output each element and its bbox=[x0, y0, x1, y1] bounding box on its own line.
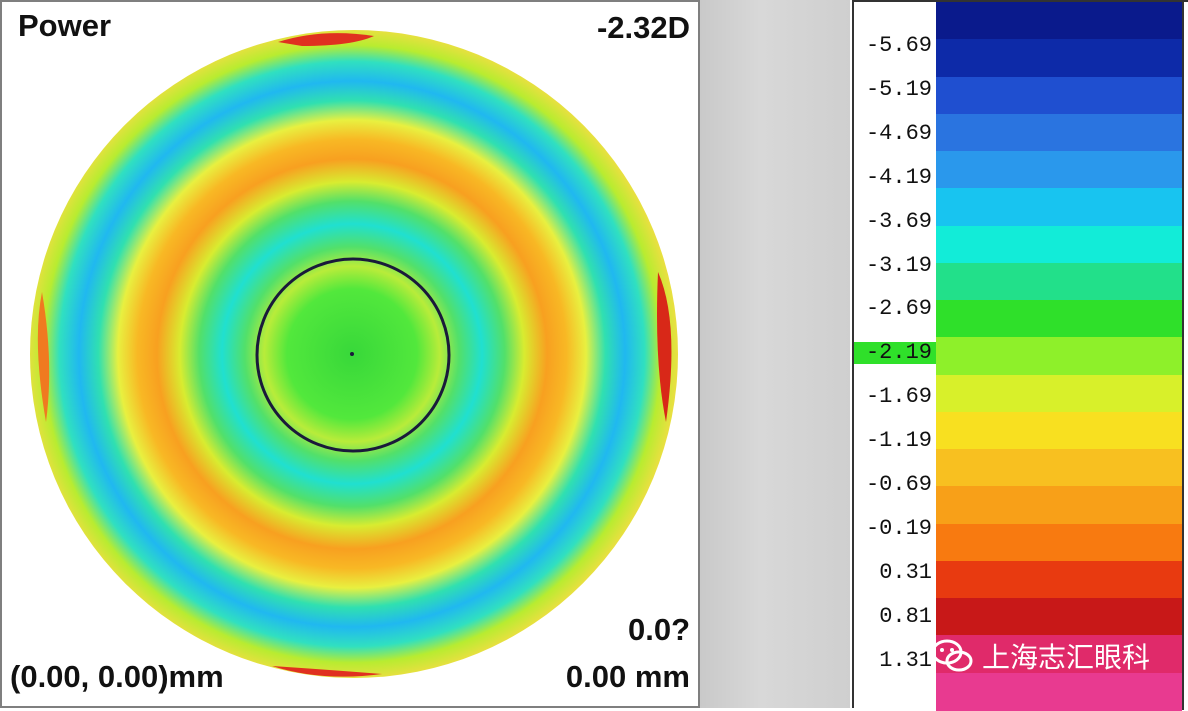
color-band bbox=[936, 523, 1182, 562]
corneal-power-map[interactable] bbox=[2, 2, 702, 710]
color-band bbox=[936, 225, 1182, 264]
color-band bbox=[936, 672, 1182, 711]
color-band bbox=[936, 337, 1182, 376]
color-band bbox=[936, 39, 1182, 78]
scale-tick: 1.31 bbox=[879, 647, 932, 673]
scale-tick: -5.69 bbox=[865, 33, 932, 58]
scale-labels: -5.69 -5.19 -4.69 -4.19 -3.69 -3.19 -2.69 -2.19… bbox=[854, 2, 936, 710]
cursor-coordinates: (0.00, 0.00)mm bbox=[10, 659, 224, 694]
color-band bbox=[936, 449, 1182, 488]
color-scale-panel: -5.69 -5.19 -4.69 -4.19 -3.69 -3.19 -2.69 -2.19… bbox=[852, 0, 1188, 711]
map-title: Power bbox=[18, 8, 112, 43]
center-mark bbox=[350, 352, 354, 356]
scale-tick: -1.69 bbox=[865, 384, 932, 410]
wechat-icon bbox=[931, 639, 973, 672]
color-band bbox=[936, 635, 1182, 674]
color-band bbox=[936, 560, 1182, 600]
color-band bbox=[936, 2, 1182, 41]
color-band bbox=[936, 374, 1182, 413]
scale-tick: -4.19 bbox=[865, 164, 932, 190]
scale-tick: 0.31 bbox=[879, 559, 932, 585]
color-band bbox=[936, 598, 1182, 637]
watermark-text: 上海志汇眼科 bbox=[982, 641, 1151, 674]
scale-tick: -3.19 bbox=[865, 252, 932, 278]
pupil-circle bbox=[255, 257, 451, 453]
cursor-distance: 0.00 mm bbox=[565, 659, 690, 694]
color-bar bbox=[936, 2, 1184, 711]
scale-tick: -0.69 bbox=[865, 472, 932, 497]
scale-tick: -4.69 bbox=[865, 120, 932, 146]
color-band bbox=[936, 300, 1182, 339]
scale-tick: 0.81 bbox=[879, 603, 932, 629]
watermark: 上海志汇眼科 bbox=[930, 634, 1150, 678]
bottom-red-patch bbox=[272, 666, 382, 677]
color-band bbox=[936, 76, 1182, 115]
power-value: -2.32D bbox=[596, 10, 690, 45]
color-band bbox=[936, 151, 1182, 190]
color-band bbox=[936, 188, 1182, 227]
right-red-patch bbox=[657, 272, 672, 422]
eccentricity-value: 0.0? bbox=[627, 612, 690, 647]
panel-gap bbox=[700, 0, 850, 708]
top-red-patch bbox=[278, 33, 374, 46]
scale-tick: -5.19 bbox=[865, 76, 932, 102]
left-orange-patch bbox=[37, 292, 50, 422]
color-band bbox=[936, 113, 1182, 153]
color-band bbox=[936, 486, 1182, 525]
scale-tick: -3.69 bbox=[865, 208, 932, 234]
power-map-panel: Power -2.32D 0.0? (0.00, 0.00)mm 0.00 mm bbox=[0, 0, 700, 708]
scale-tick: -2.69 bbox=[865, 296, 932, 322]
color-band bbox=[936, 262, 1182, 302]
scale-tick: -1.19 bbox=[865, 428, 932, 454]
scale-tick: -0.19 bbox=[865, 515, 932, 541]
scale-tick-current: -2.19 bbox=[854, 342, 936, 365]
color-band bbox=[936, 411, 1182, 451]
